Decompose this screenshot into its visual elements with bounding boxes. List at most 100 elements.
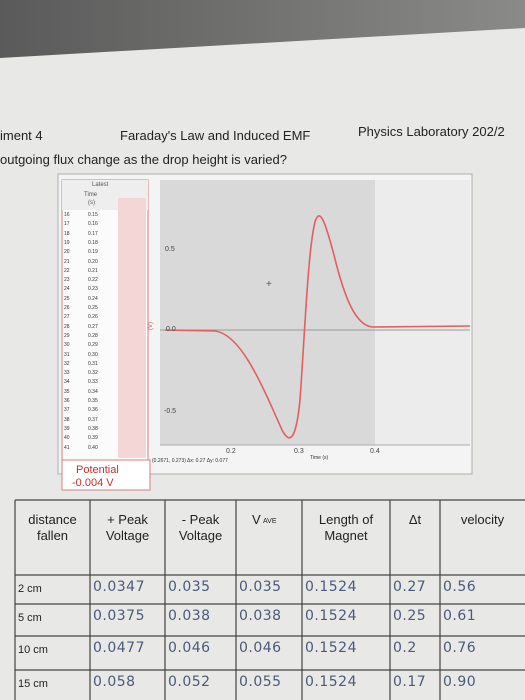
row-label: 10 cm <box>18 644 48 656</box>
hand-value: 0.25 <box>393 608 427 624</box>
time-value: 0.37 <box>88 416 98 423</box>
row-number: 39 <box>64 425 70 432</box>
header-center: Faraday's Law and Induced EMF <box>120 128 311 143</box>
time-value: 0.18 <box>88 239 98 246</box>
hand-value: 0.046 <box>168 640 211 656</box>
header-sub: AVE <box>263 518 277 525</box>
row-number: 25 <box>64 295 70 302</box>
hand-value: 0.046 <box>239 640 282 656</box>
row-number: 20 <box>64 249 70 256</box>
row-label: 5 cm <box>18 612 42 624</box>
hand-value: 0.0347 <box>93 579 145 595</box>
readout-value: -0.004 V <box>72 477 114 489</box>
row-number: 26 <box>64 305 70 311</box>
time-value: 0.35 <box>88 398 98 404</box>
hand-value: 0.1524 <box>305 640 357 656</box>
header-cell: Voltage <box>178 528 223 543</box>
question: outgoing flux change as the drop height … <box>0 152 287 167</box>
time-value: 0.29 <box>88 342 98 349</box>
hand-value: 0.035 <box>239 579 282 595</box>
time-value: 0.30 <box>88 351 98 358</box>
y-tick: 0.0 <box>166 326 176 333</box>
header-cell: Δt <box>408 512 422 527</box>
hand-value: 0.1524 <box>305 674 357 690</box>
time-value: 0.33 <box>88 379 98 386</box>
header-right: Physics Laboratory 202/2 <box>358 124 505 139</box>
hand-value: 0.1524 <box>305 608 357 624</box>
table-title: Latest <box>92 182 109 188</box>
cursor: + <box>266 279 272 290</box>
time-value: 0.15 <box>88 212 98 218</box>
readout-label: Potential <box>76 464 119 476</box>
x-tick: 0.4 <box>370 448 380 455</box>
header-cell: Magnet <box>324 528 368 543</box>
row-number: 21 <box>64 258 70 265</box>
time-value: 0.40 <box>88 444 98 451</box>
time-value: 0.23 <box>88 286 98 293</box>
row-number: 24 <box>64 286 70 293</box>
time-value: 0.19 <box>88 249 98 256</box>
row-number: 36 <box>64 398 70 404</box>
row-number: 38 <box>64 416 70 423</box>
row-number: 35 <box>64 388 70 395</box>
time-value: 0.25 <box>88 305 98 311</box>
hand-value: 0.17 <box>393 674 427 690</box>
hand-value: 0.27 <box>393 579 427 595</box>
time-value: 0.28 <box>88 332 98 339</box>
y-tick: 0.5 <box>165 246 175 253</box>
row-number: 33 <box>64 370 70 377</box>
header-cell: fallen <box>36 528 69 543</box>
row-number: 32 <box>64 360 70 367</box>
row-number: 19 <box>64 239 70 246</box>
row-number: 28 <box>64 323 70 330</box>
hand-value: 0.052 <box>168 674 211 690</box>
time-value: 0.24 <box>88 295 98 302</box>
hand-value: 0.055 <box>239 674 282 690</box>
hand-value: 0.76 <box>443 640 477 656</box>
row-number: 40 <box>64 435 70 442</box>
row-number: 17 <box>64 221 70 228</box>
header-left: iment 4 <box>0 128 43 143</box>
row-number: 30 <box>64 342 70 349</box>
time-value: 0.17 <box>88 230 98 237</box>
time-value: 0.34 <box>88 388 98 395</box>
row-number: 41 <box>64 444 70 451</box>
hand-value: 0.2 <box>393 640 417 656</box>
time-value: 0.16 <box>88 221 98 228</box>
time-value: 0.38 <box>88 425 98 432</box>
row-number: 29 <box>64 332 70 339</box>
time-value: 0.20 <box>88 258 98 265</box>
hand-value: 0.038 <box>239 608 282 624</box>
hand-value: 0.1524 <box>305 579 357 595</box>
x-tick: 0.3 <box>294 448 304 455</box>
time-value: 0.32 <box>88 370 98 377</box>
time-value: 0.21 <box>88 267 98 274</box>
header-cell: V <box>252 512 261 527</box>
hand-value: 0.90 <box>443 674 477 690</box>
hand-value: 0.058 <box>93 674 136 690</box>
time-header: Time <box>84 192 98 198</box>
row-number: 34 <box>64 379 70 386</box>
x-axis-label: Time (s) <box>310 455 329 461</box>
row-number: 22 <box>64 267 70 274</box>
time-value: 0.26 <box>88 314 98 321</box>
header-cell: - Peak <box>181 512 220 527</box>
hand-value: 0.56 <box>443 579 477 595</box>
hand-value: 0.0375 <box>93 608 145 624</box>
header-cell: distance <box>28 512 77 527</box>
time-value: 0.22 <box>88 277 98 284</box>
row-number: 16 <box>64 212 70 218</box>
row-number: 31 <box>64 351 70 358</box>
row-label: 15 cm <box>18 678 48 690</box>
header-cell: Voltage <box>105 528 150 543</box>
hand-value: 0.61 <box>443 608 477 624</box>
row-label: 2 cm <box>18 583 42 595</box>
hand-value: 0.0477 <box>93 640 145 656</box>
time-value: 0.36 <box>88 407 98 414</box>
row-number: 18 <box>64 230 70 237</box>
header-cell: Length of <box>318 512 374 527</box>
time-value: 0.27 <box>88 323 98 330</box>
row-number: 23 <box>64 277 70 284</box>
